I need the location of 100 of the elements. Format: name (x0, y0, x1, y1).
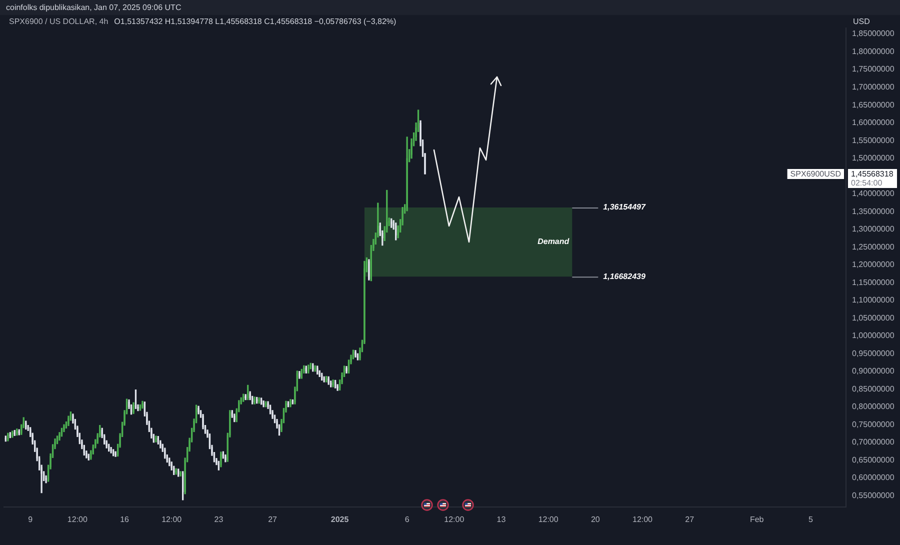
x-tick-label: 2025 (330, 515, 350, 524)
text: 02:54:00 (851, 178, 883, 188)
candlestick (256, 396, 258, 404)
candlestick (346, 366, 348, 374)
candlestick (298, 371, 300, 379)
y-tick-label: 0,55000000 (852, 490, 895, 500)
candlestick (231, 410, 233, 418)
x-tick-label: 27 (685, 515, 695, 524)
candlestick (316, 366, 318, 375)
candlestick (132, 402, 134, 414)
candlestick (254, 396, 256, 404)
candlestick (198, 406, 200, 414)
y-tick-label: 1,80000000 (852, 46, 895, 56)
candlestick (60, 428, 63, 437)
candlestick (164, 448, 166, 459)
x-tick-label: 5 (808, 515, 814, 524)
y-tick-label: 1,25000000 (852, 242, 895, 252)
candlestick (252, 396, 254, 404)
candlestick (182, 471, 184, 500)
chart-title: SPX6900 / US DOLLAR, 4h (9, 17, 108, 26)
candlestick (110, 447, 112, 454)
candlestick (25, 420, 27, 430)
y-tick-label: 0,80000000 (852, 402, 895, 412)
y-tick-label: 1,35000000 (852, 206, 895, 216)
candlestick (244, 394, 246, 400)
band-label: Demand (538, 237, 570, 246)
x-tick-label: Feb (750, 515, 764, 524)
candlestick (336, 384, 338, 391)
y-tick-label: 1,00000000 (852, 331, 895, 340)
candlestick (178, 468, 180, 477)
candlestick (262, 400, 264, 408)
x-tick-label: 12:00 (632, 515, 654, 524)
x-tick-label: 12:00 (162, 515, 182, 524)
candlestick (14, 430, 16, 436)
candlestick (160, 440, 162, 448)
candlestick (305, 366, 307, 374)
annotation: SPX6900USD (790, 169, 842, 178)
y-tick-label: 0,65000000 (852, 455, 895, 464)
candlestick (63, 424, 65, 432)
y-tick-label: 0,85000000 (852, 384, 895, 394)
candlestick (249, 391, 251, 400)
y-tick-label: 1,05000000 (852, 313, 895, 322)
candlestick (224, 454, 226, 462)
candlestick (390, 218, 392, 228)
chart-subtitle: O1,51357432 H1,51394778 L1,45568318 C1,45568318 −0,05786763 (−3,82%) (114, 17, 396, 26)
x-tick-label: 23 (214, 515, 224, 524)
candlestick (142, 400, 144, 409)
text: 1,45568318 (851, 169, 894, 178)
y-tick-label: 1,75000000 (852, 64, 895, 74)
candlestick (114, 451, 116, 457)
candlestick (4, 436, 7, 442)
candlestick (234, 414, 236, 422)
candlestick (168, 458, 170, 466)
candlestick (222, 451, 224, 459)
y-tick-label: 1,40000000 (852, 189, 895, 198)
y-tick-label: 1,85000000 (852, 29, 895, 38)
candlestick (173, 466, 175, 476)
y-axis-title: USD (853, 17, 870, 26)
candlestick (134, 389, 137, 409)
candlestick (108, 444, 110, 452)
candlestick (368, 259, 370, 280)
annotation: 1,36154497 (603, 202, 646, 212)
candlestick (220, 452, 222, 468)
x-tick-label: 20 (590, 515, 600, 524)
candlestick (9, 432, 11, 438)
x-tick-label: 16 (120, 515, 130, 524)
candlestick (330, 380, 332, 388)
candlestick (247, 384, 249, 400)
candlestick (157, 436, 159, 444)
candlestick (45, 475, 47, 484)
candlestick (12, 430, 14, 438)
candlestick (290, 399, 292, 408)
candlestick (58, 432, 60, 441)
candlestick (308, 364, 310, 374)
x-tick-label: 12:00 (444, 515, 465, 524)
x-tick-label: 12:00 (67, 515, 88, 524)
y-tick-label: 1,20000000 (852, 260, 895, 270)
y-tick-label: 0,75000000 (852, 420, 895, 429)
y-tick-label: 1,70000000 (852, 82, 895, 92)
y-tick-label: 1,10000000 (852, 296, 895, 305)
candlestick (242, 394, 244, 402)
text: coinfolks dipublikasikan, Jan 07, 2025 09:06 UTC (6, 3, 182, 12)
candlestick (68, 416, 70, 426)
x-tick-label: 13 (496, 515, 506, 524)
x-tick-label: 27 (268, 515, 278, 524)
y-tick-label: 1,50000000 (852, 154, 895, 163)
y-tick-label: 1,60000000 (852, 118, 895, 128)
candlestick (321, 372, 323, 381)
y-tick-label: 0,70000000 (852, 438, 895, 447)
y-tick-label: 1,55000000 (852, 136, 895, 145)
candlestick (354, 350, 356, 358)
candlestick (395, 222, 397, 240)
y-tick-label: 0,90000000 (852, 366, 895, 376)
x-tick-label: 12:00 (538, 515, 559, 524)
x-tick-label: 6 (404, 515, 410, 524)
y-tick-label: 1,30000000 (852, 224, 895, 234)
candlestick (16, 428, 18, 436)
y-tick-label: 1,65000000 (852, 100, 895, 110)
candlestick (7, 432, 9, 442)
y-tick-label: 1,15000000 (852, 278, 895, 287)
